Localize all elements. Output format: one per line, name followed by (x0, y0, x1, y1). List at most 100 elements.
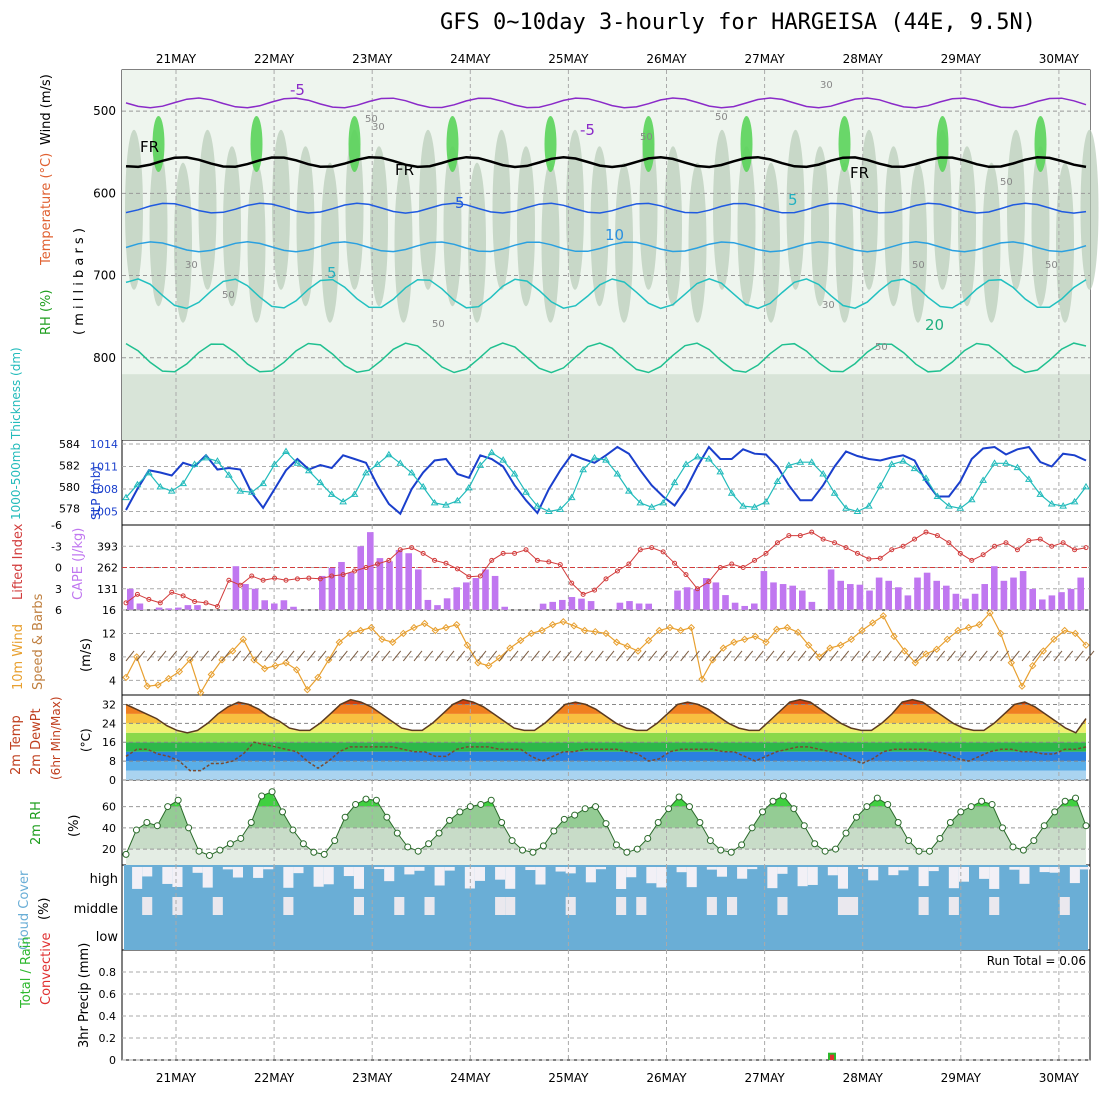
lifted-axis-title: Lifted Index (11, 523, 26, 600)
cloud-mid-gap (1059, 897, 1070, 915)
run-total-annotation: Run Total = 0.06 (987, 954, 1086, 968)
lifted-index-point (866, 556, 872, 562)
wind-speed-point (783, 623, 792, 632)
cape-bar (1029, 588, 1036, 610)
cloud-high-gap (495, 867, 506, 880)
lifted-tick-label: 3 (55, 583, 62, 596)
wind-barb (690, 650, 700, 662)
cloud-high-gap (293, 867, 304, 874)
thickness-point (990, 459, 999, 466)
x-tick-label-top: 25MAY (548, 52, 589, 66)
rh-point (331, 837, 339, 845)
cloud-mid-gap (495, 897, 506, 915)
cloud-high-gap (323, 867, 334, 885)
x-tick-label-top: 22MAY (254, 52, 295, 66)
cloud-high-gap (343, 867, 354, 877)
cape-bar (683, 587, 691, 610)
wind-speed-point (538, 626, 546, 635)
isotherm-line (125, 277, 1087, 310)
wind-barb (360, 650, 370, 662)
cloud-high-gap (172, 867, 183, 887)
wind-speed-point (356, 626, 365, 635)
cape-bar (1019, 571, 1027, 610)
rh-point (915, 847, 923, 855)
contour-label: FR (850, 164, 869, 182)
wind-barb (637, 650, 647, 662)
cloud-high-gap (989, 867, 1000, 889)
wind-barb (1085, 650, 1095, 662)
precip-tick-label: 0.2 (99, 1032, 117, 1045)
temp-tick-label: 8 (109, 755, 116, 768)
rh-shade (664, 146, 682, 307)
thickness-point (670, 478, 679, 486)
contour-label: 50 (432, 319, 445, 330)
wind-barb (829, 650, 839, 662)
lifted-index-point (226, 577, 232, 583)
rh-point (425, 840, 433, 848)
wind-barb (306, 650, 316, 662)
wind-speed-point (346, 629, 354, 638)
rh-shade (958, 146, 976, 307)
cape-bar (943, 585, 950, 610)
wind-speed-point (751, 632, 760, 641)
rh-shade (321, 162, 339, 323)
rh-point (612, 841, 620, 849)
lifted-index-point (534, 557, 540, 563)
cloud-high-gap (948, 867, 959, 889)
wind-barb (936, 650, 946, 662)
wind-barb (1042, 650, 1052, 662)
rh-point (602, 820, 610, 828)
rh-point (779, 792, 787, 800)
rh-point (550, 827, 558, 835)
rh-shade (223, 146, 241, 307)
rh-point (821, 847, 829, 855)
wind-barb (861, 650, 871, 662)
contour-label: 50 (1045, 260, 1058, 271)
lifted-index-point (889, 547, 895, 553)
cloud-high-gap (585, 867, 596, 883)
wind-barb (1064, 650, 1074, 662)
thickness-point (1036, 490, 1045, 497)
cloud-mid-gap (424, 897, 435, 915)
wind-speed-point (271, 661, 280, 670)
rh-shade (517, 146, 535, 307)
wind-barb (274, 650, 284, 662)
wind-barb (285, 650, 295, 662)
rh-point (633, 845, 641, 853)
temp-band (126, 761, 1086, 771)
rh-point (696, 819, 704, 826)
rh-point (654, 819, 662, 826)
cloud-high-gap (384, 867, 395, 882)
rh-point (1072, 794, 1080, 802)
thickness-point (647, 503, 656, 510)
cape-bar (357, 546, 364, 610)
rh-point (894, 819, 902, 826)
wind-speed-point (474, 659, 482, 667)
lifted-index-point (237, 582, 243, 588)
rh-shade-high (348, 116, 361, 172)
lifted-index-point (854, 550, 860, 556)
cloud-high-gap (565, 867, 576, 874)
thickness-point (430, 498, 439, 506)
cloud-high-gap (928, 867, 939, 872)
rh-point (289, 826, 297, 834)
wind-speed-point (996, 629, 1005, 638)
cape-bar (616, 602, 624, 610)
thickness-point (202, 453, 210, 461)
rh-point (445, 816, 453, 824)
wind-barb (776, 650, 786, 662)
rh-point (905, 837, 913, 845)
wind-barb (872, 650, 882, 662)
temp-tick-label: 0 (109, 774, 116, 787)
wind-speed-point (207, 670, 216, 679)
lifted-index-point (946, 540, 952, 546)
wind-speed-point (548, 620, 557, 629)
contour-label: 50 (715, 112, 728, 123)
temp-band (126, 723, 1086, 733)
cloud-high-gap (1069, 867, 1080, 884)
lifted-tick-label: -3 (51, 540, 62, 553)
cape-tick-label: 131 (97, 583, 118, 596)
cloud-high-gap (979, 867, 990, 879)
x-tick-label-top: 26MAY (646, 52, 687, 66)
cloud-high-gap (283, 867, 294, 888)
